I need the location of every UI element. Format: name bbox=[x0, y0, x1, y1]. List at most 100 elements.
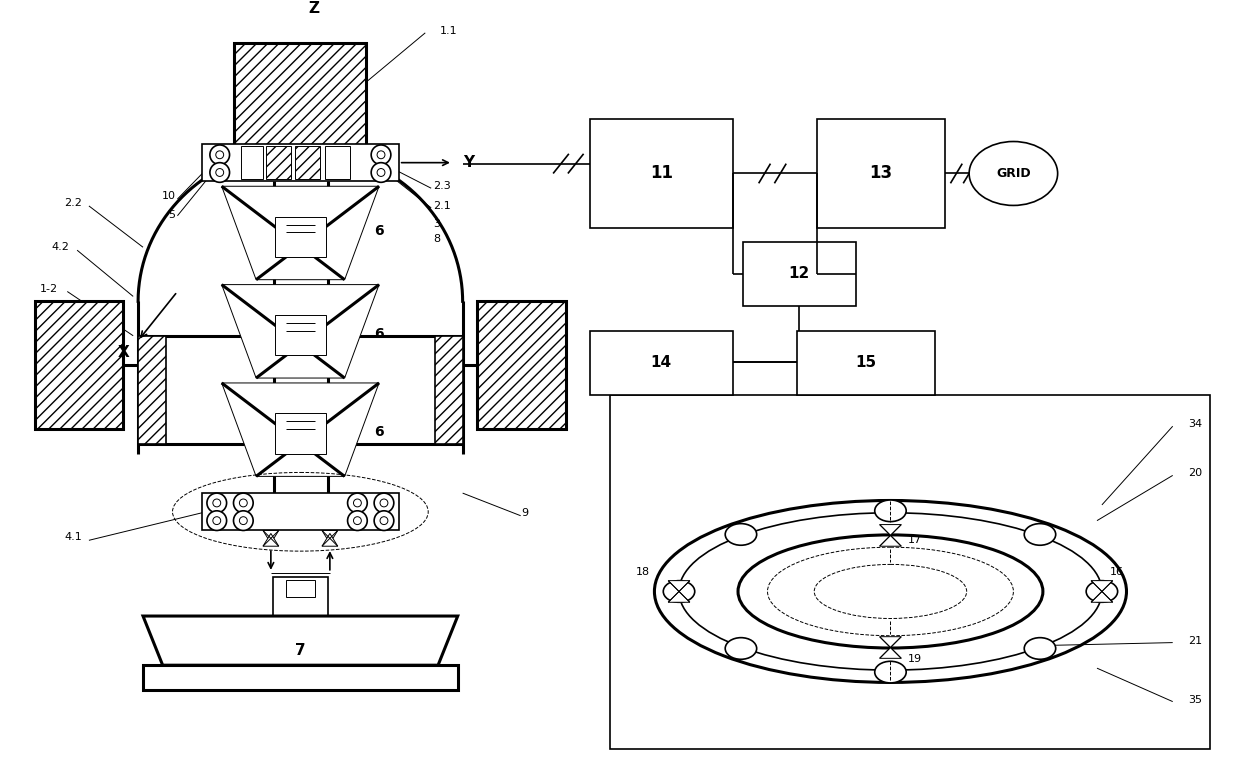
Bar bbox=[35, 301, 123, 429]
Polygon shape bbox=[222, 284, 379, 378]
Text: 7: 7 bbox=[295, 643, 306, 658]
Bar bbox=[273, 577, 327, 616]
Polygon shape bbox=[879, 536, 901, 546]
Ellipse shape bbox=[768, 547, 1013, 636]
Bar bbox=[435, 336, 463, 444]
Text: 1-2: 1-2 bbox=[40, 283, 58, 293]
Polygon shape bbox=[263, 530, 279, 543]
Ellipse shape bbox=[680, 513, 1102, 670]
Bar bbox=[797, 331, 935, 395]
Bar bbox=[295, 146, 320, 179]
Bar bbox=[143, 665, 458, 690]
Text: 35: 35 bbox=[1188, 695, 1203, 705]
Text: 20: 20 bbox=[1188, 469, 1203, 479]
Bar bbox=[610, 395, 1210, 749]
Bar bbox=[265, 146, 290, 179]
Polygon shape bbox=[222, 186, 379, 280]
Bar bbox=[285, 580, 315, 597]
Text: 6: 6 bbox=[374, 425, 383, 439]
Text: 1.1: 1.1 bbox=[440, 26, 458, 36]
Bar bbox=[275, 315, 326, 355]
Circle shape bbox=[233, 511, 253, 530]
Ellipse shape bbox=[655, 501, 1126, 683]
Bar bbox=[590, 120, 733, 228]
Circle shape bbox=[233, 493, 253, 513]
Text: 8: 8 bbox=[433, 235, 440, 245]
Circle shape bbox=[371, 162, 391, 182]
Text: 3: 3 bbox=[433, 219, 440, 229]
Text: 34: 34 bbox=[1188, 419, 1203, 429]
Text: 2.1: 2.1 bbox=[433, 201, 451, 211]
Text: X: X bbox=[118, 345, 129, 360]
Text: 11: 11 bbox=[650, 165, 673, 182]
Circle shape bbox=[353, 499, 361, 507]
Bar bbox=[590, 331, 733, 395]
Ellipse shape bbox=[738, 535, 1043, 648]
Bar bbox=[234, 43, 366, 146]
Text: 4.1: 4.1 bbox=[64, 533, 82, 543]
Circle shape bbox=[239, 517, 247, 524]
Polygon shape bbox=[1091, 591, 1112, 602]
Text: 4.2: 4.2 bbox=[52, 242, 69, 252]
Text: 2.2: 2.2 bbox=[64, 198, 82, 208]
Text: 19: 19 bbox=[908, 655, 923, 664]
Text: GRID: GRID bbox=[996, 167, 1030, 180]
Polygon shape bbox=[668, 581, 689, 591]
Text: 17: 17 bbox=[908, 536, 923, 546]
Text: 5: 5 bbox=[169, 210, 176, 219]
Ellipse shape bbox=[1086, 581, 1117, 602]
Bar bbox=[817, 120, 945, 228]
Ellipse shape bbox=[725, 638, 756, 659]
Circle shape bbox=[213, 499, 221, 507]
Ellipse shape bbox=[970, 142, 1058, 206]
Ellipse shape bbox=[874, 500, 906, 522]
Ellipse shape bbox=[815, 565, 967, 619]
Text: 10: 10 bbox=[161, 191, 176, 201]
Circle shape bbox=[216, 151, 223, 158]
Circle shape bbox=[213, 517, 221, 524]
Bar bbox=[275, 414, 326, 453]
Polygon shape bbox=[1091, 581, 1112, 591]
Bar bbox=[325, 146, 350, 179]
Circle shape bbox=[216, 168, 223, 177]
Bar bbox=[242, 146, 263, 179]
Text: 16: 16 bbox=[1110, 567, 1123, 577]
Polygon shape bbox=[879, 637, 901, 648]
Text: 21: 21 bbox=[1188, 636, 1203, 645]
Circle shape bbox=[210, 145, 229, 165]
Polygon shape bbox=[879, 648, 901, 658]
Bar bbox=[275, 216, 326, 257]
Circle shape bbox=[347, 511, 367, 530]
Circle shape bbox=[371, 145, 391, 165]
Circle shape bbox=[353, 517, 361, 524]
Circle shape bbox=[210, 162, 229, 182]
Text: 6: 6 bbox=[374, 327, 383, 341]
Polygon shape bbox=[263, 533, 279, 546]
Bar bbox=[743, 242, 856, 306]
Text: 6: 6 bbox=[374, 223, 383, 238]
Circle shape bbox=[239, 499, 247, 507]
Circle shape bbox=[377, 168, 384, 177]
Text: 9: 9 bbox=[522, 507, 528, 517]
Circle shape bbox=[374, 511, 394, 530]
Bar bbox=[138, 336, 166, 444]
Ellipse shape bbox=[874, 661, 906, 683]
Text: 12: 12 bbox=[789, 266, 810, 281]
Polygon shape bbox=[668, 591, 689, 602]
Text: 15: 15 bbox=[856, 355, 877, 370]
Ellipse shape bbox=[1024, 523, 1055, 546]
Ellipse shape bbox=[1024, 638, 1055, 659]
Circle shape bbox=[379, 499, 388, 507]
Text: 18: 18 bbox=[635, 567, 650, 577]
Ellipse shape bbox=[663, 581, 694, 602]
Polygon shape bbox=[143, 616, 458, 665]
Text: Y: Y bbox=[463, 155, 474, 170]
Text: 2.3: 2.3 bbox=[433, 181, 451, 191]
Text: Z: Z bbox=[309, 1, 320, 16]
Circle shape bbox=[379, 517, 388, 524]
Text: 14: 14 bbox=[651, 355, 672, 370]
Polygon shape bbox=[322, 533, 337, 546]
Circle shape bbox=[347, 493, 367, 513]
Circle shape bbox=[207, 511, 227, 530]
Circle shape bbox=[207, 493, 227, 513]
